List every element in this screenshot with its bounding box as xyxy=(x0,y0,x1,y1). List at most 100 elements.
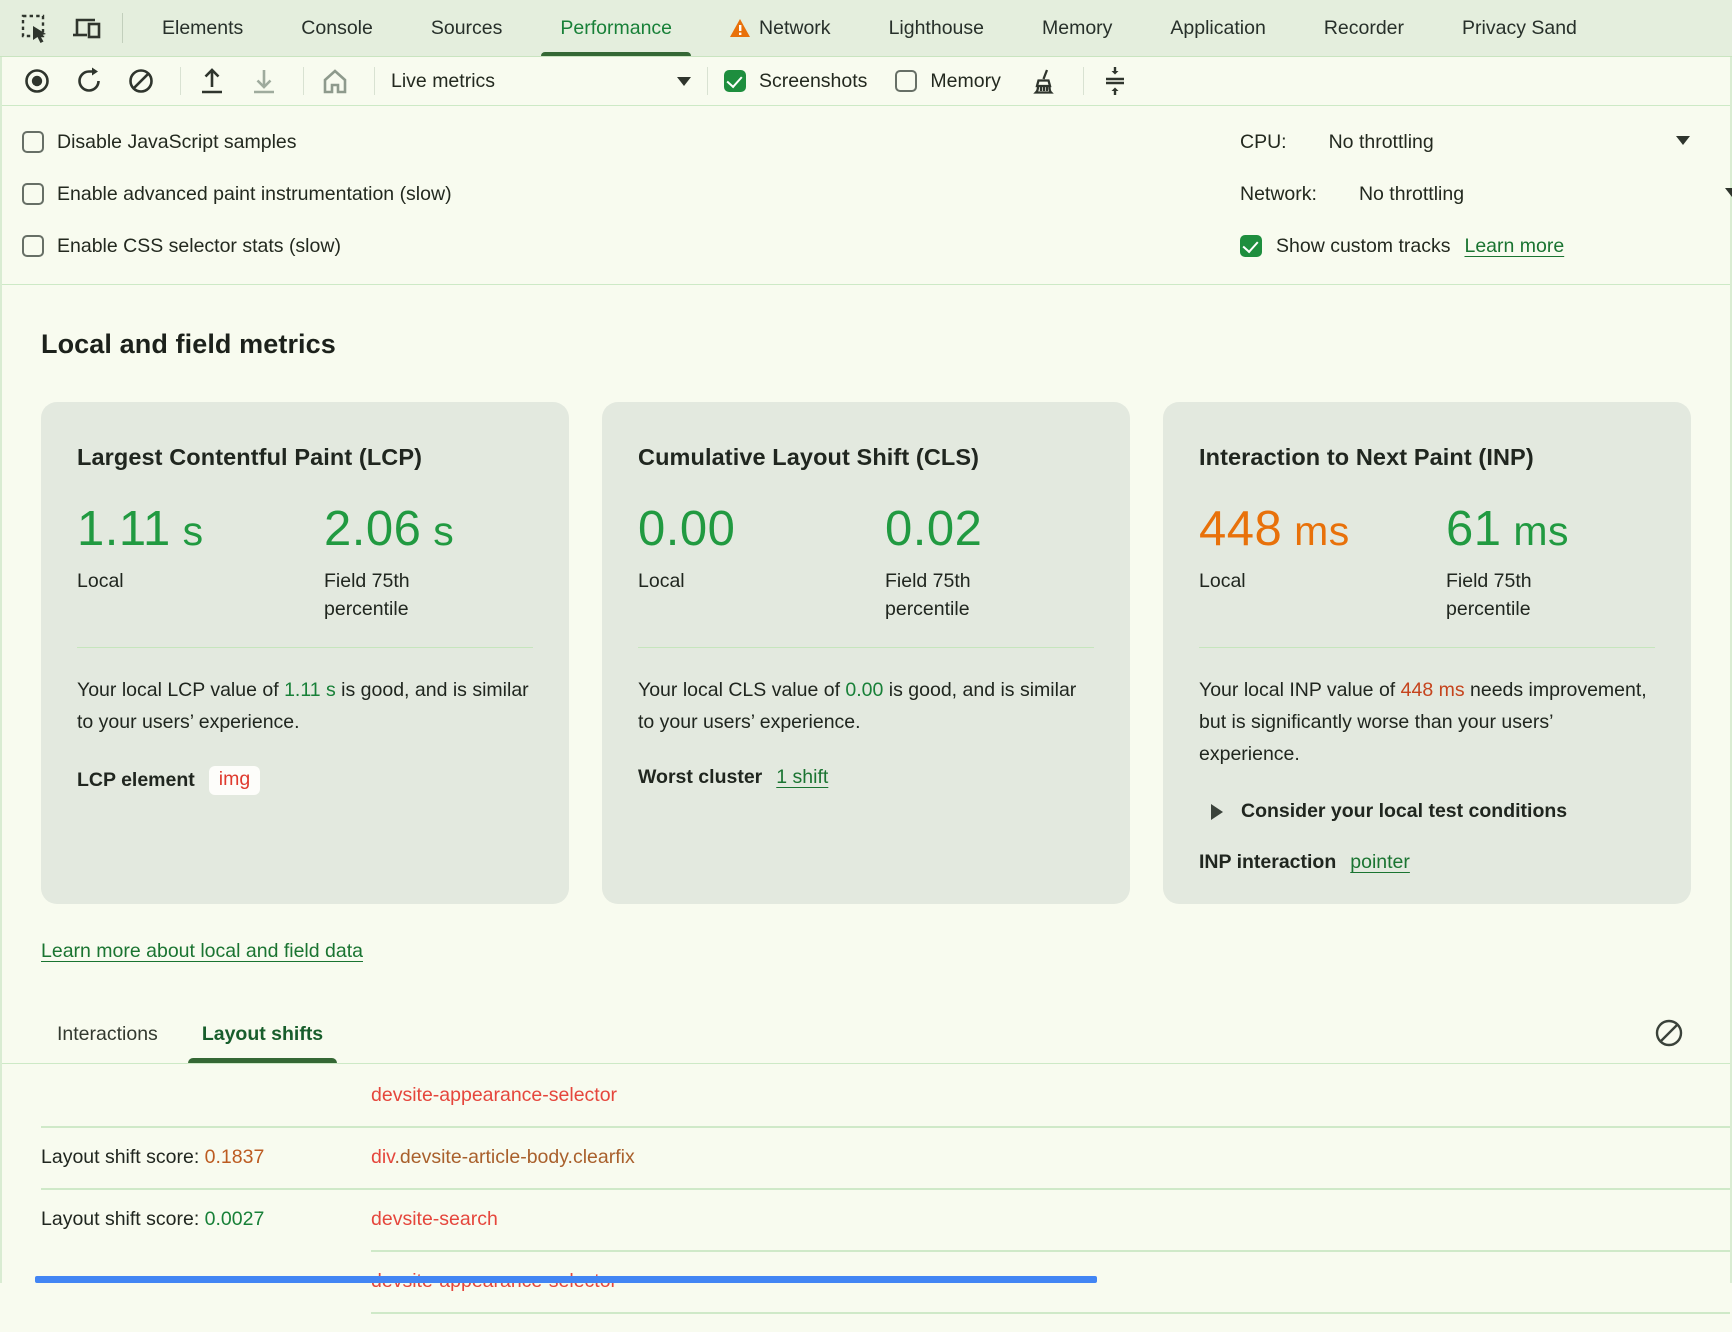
tab-application[interactable]: Application xyxy=(1141,0,1294,56)
record-icon[interactable] xyxy=(22,66,52,96)
capture-settings-pane: Disable JavaScript samples Enable advanc… xyxy=(2,106,1732,285)
memory-label: Memory xyxy=(930,69,1001,92)
layout-shift-score: Layout shift score: 0.0027 xyxy=(41,1207,265,1230)
history-dropdown[interactable]: Live metrics xyxy=(391,70,691,93)
cls-worst-cluster-link[interactable]: 1 shift xyxy=(776,766,829,788)
tab-label: Memory xyxy=(1041,16,1113,39)
cls-worst-cluster-label: Worst cluster xyxy=(638,766,763,788)
screenshots-label: Screenshots xyxy=(759,69,868,92)
advanced-paint-row[interactable]: Enable advanced paint instrumentation (s… xyxy=(22,168,1730,220)
inp-disclosure-row[interactable]: Consider your local test conditions xyxy=(1211,800,1655,823)
lcp-field-value: 2.06 s xyxy=(324,502,455,556)
learn-more-local-field-link[interactable]: Learn more about local and field data xyxy=(41,940,363,962)
toolbar-separator xyxy=(180,67,181,95)
custom-tracks-learn-more-link[interactable]: Learn more xyxy=(1464,234,1565,257)
screenshots-checkbox[interactable] xyxy=(724,70,746,92)
chevron-down-icon xyxy=(1725,188,1732,197)
capture-settings-right: CPU: No throttling Network: No throttlin… xyxy=(1240,116,1732,272)
collect-garbage-icon[interactable] xyxy=(1029,66,1059,96)
lcp-element-label: LCP element xyxy=(77,769,195,791)
tab-memory[interactable]: Memory xyxy=(1013,0,1141,56)
cpu-label: CPU: xyxy=(1240,130,1287,153)
lcp-element-node-link[interactable]: img xyxy=(208,766,261,795)
cls-field-label: Field 75th percentile xyxy=(885,570,971,620)
lcp-local-label: Local xyxy=(77,570,124,592)
performance-toolbar: Live metrics Screenshots Memory xyxy=(2,57,1730,106)
devtools-tabbar: Elements Console Sources Performance Net… xyxy=(0,0,1732,57)
custom-tracks-checkbox[interactable] xyxy=(1240,235,1262,257)
chevron-down-icon xyxy=(1676,136,1690,145)
tab-console[interactable]: Console xyxy=(272,0,402,56)
cls-description: Your local CLS value of 0.00 is good, an… xyxy=(638,679,1077,733)
load-profile-icon[interactable] xyxy=(197,66,227,96)
clear-icon[interactable] xyxy=(126,66,156,96)
reload-record-icon[interactable] xyxy=(74,66,104,96)
inp-local-value: 448 ms xyxy=(1199,502,1350,556)
toolbar-separator xyxy=(1082,67,1084,95)
tabbar-icon-group xyxy=(0,0,123,56)
lcp-field-label: Field 75th percentile xyxy=(324,570,410,620)
lcp-card-title: Largest Contentful Paint (LCP) xyxy=(77,444,423,470)
layout-shift-node-link[interactable]: div.devsite-article-body.clearfix xyxy=(371,1145,635,1168)
cls-values: 0.00 Local 0.02 Field 75th percentile xyxy=(638,501,1094,623)
selection-highlight-bar xyxy=(35,1276,1097,1283)
tab-label: Recorder xyxy=(1323,16,1405,39)
cpu-value: No throttling xyxy=(1328,130,1434,153)
inp-description: Your local INP value of 448 ms needs imp… xyxy=(1199,679,1647,765)
layout-shift-node-link[interactable]: devsite-search xyxy=(371,1207,498,1230)
tab-label: Elements xyxy=(162,16,244,39)
toolbar-separator xyxy=(374,67,375,95)
css-selector-stats-row[interactable]: Enable CSS selector stats (slow) xyxy=(22,220,1730,272)
local-field-metrics-section: Local and field metrics Largest Contentf… xyxy=(2,329,1730,904)
clear-log-icon[interactable] xyxy=(1653,1017,1685,1054)
memory-checkbox-row[interactable]: Memory xyxy=(895,69,1001,93)
network-throttle-row[interactable]: Network: No throttling xyxy=(1240,168,1732,220)
disable-js-samples-row[interactable]: Disable JavaScript samples xyxy=(22,116,1730,168)
advanced-paint-label: Enable advanced paint instrumentation (s… xyxy=(57,182,452,205)
log-tabs: Interactions Layout shifts xyxy=(2,1015,1730,1064)
device-toolbar-icon[interactable] xyxy=(70,11,104,45)
inp-card-title: Interaction to Next Paint (INP) xyxy=(1199,444,1534,470)
memory-checkbox[interactable] xyxy=(895,70,918,92)
layout-shift-row: Layout shift score: 0.1837 div.devsite-a… xyxy=(2,1126,1730,1188)
collapse-shortcuts-icon[interactable] xyxy=(1100,66,1130,96)
card-divider xyxy=(638,647,1094,648)
inp-local-label: Local xyxy=(1199,570,1246,592)
panel-tabs: Elements Console Sources Performance Net… xyxy=(133,0,1606,56)
warning-icon xyxy=(730,19,751,37)
save-profile-icon[interactable] xyxy=(249,66,279,96)
lcp-local-value: 1.11 s xyxy=(77,502,204,556)
toolbar-separator xyxy=(303,67,304,95)
tab-label: Network xyxy=(759,16,831,39)
card-divider xyxy=(77,647,533,648)
tab-label: Performance xyxy=(560,16,673,39)
tab-label: Console xyxy=(301,16,373,39)
lcp-values: 1.11 s Local 2.06 s Field 75th percentil… xyxy=(77,501,533,623)
disclosure-triangle-icon xyxy=(1211,803,1223,820)
advanced-paint-checkbox[interactable] xyxy=(22,183,44,205)
cpu-throttle-row[interactable]: CPU: No throttling xyxy=(1240,116,1732,168)
screenshots-checkbox-row[interactable]: Screenshots xyxy=(724,70,867,93)
layout-shift-row: devsite-language-selector xyxy=(2,1312,1730,1332)
inspect-element-icon[interactable] xyxy=(18,11,52,45)
tab-sources[interactable]: Sources xyxy=(402,0,532,56)
tab-label: Application xyxy=(1170,16,1266,39)
tab-interactions[interactable]: Interactions xyxy=(57,1023,158,1045)
tab-layout-shifts[interactable]: Layout shifts xyxy=(187,1015,338,1063)
tab-elements[interactable]: Elements xyxy=(133,0,272,56)
disable-js-samples-checkbox[interactable] xyxy=(22,131,44,153)
inp-field-label: Field 75th percentile xyxy=(1446,570,1532,620)
layout-shift-node-link[interactable]: devsite-appearance-selector xyxy=(371,1083,618,1106)
tab-privacy-sandbox[interactable]: Privacy Sand xyxy=(1433,0,1606,56)
custom-tracks-label: Show custom tracks xyxy=(1276,234,1451,257)
inp-field-value: 61 ms xyxy=(1446,502,1570,556)
tab-recorder[interactable]: Recorder xyxy=(1295,0,1433,56)
tab-performance[interactable]: Performance xyxy=(531,0,701,56)
tab-network[interactable]: Network xyxy=(701,0,860,56)
css-selector-stats-checkbox[interactable] xyxy=(22,235,44,257)
tab-lighthouse[interactable]: Lighthouse xyxy=(860,0,1013,56)
inp-interaction-link[interactable]: pointer xyxy=(1350,851,1410,873)
cls-local-value: 0.00 xyxy=(638,502,736,556)
metric-cards: Largest Contentful Paint (LCP) 1.11 s Lo… xyxy=(41,402,1691,904)
home-icon[interactable] xyxy=(320,66,350,96)
